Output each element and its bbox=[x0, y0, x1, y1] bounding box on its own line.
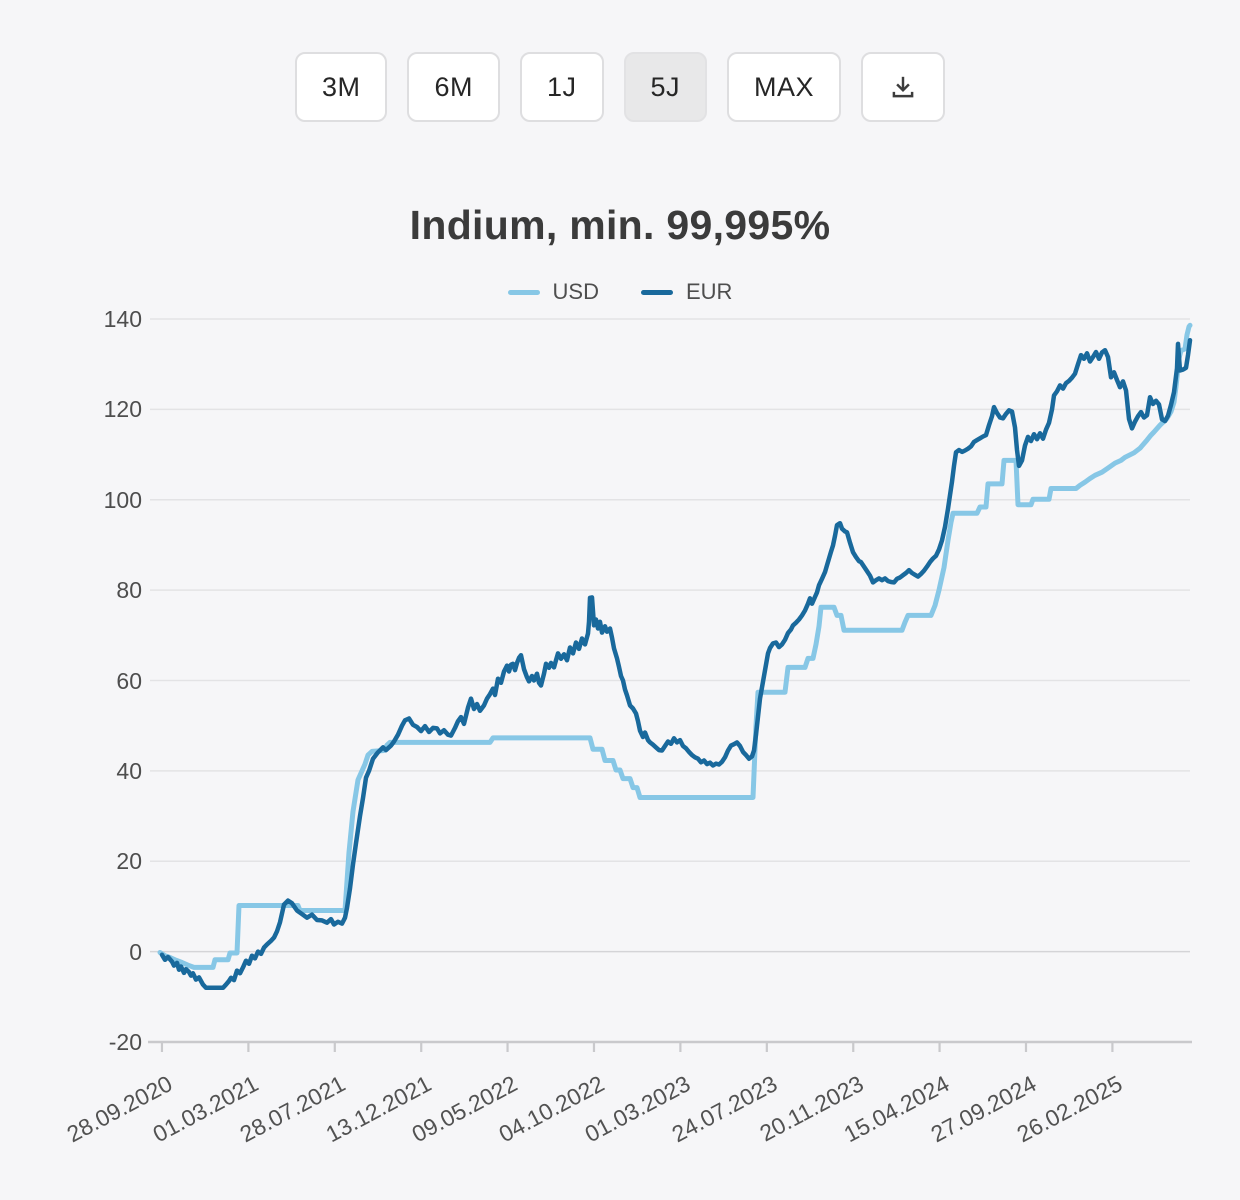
download-button[interactable] bbox=[861, 52, 946, 122]
range-button-3m[interactable]: 3M bbox=[294, 52, 388, 122]
y-axis-label: 20 bbox=[116, 848, 142, 875]
range-toolbar: 3M 6M 1J 5J MAX bbox=[0, 0, 1240, 122]
y-axis-label: 60 bbox=[116, 667, 142, 694]
y-axis-label: 40 bbox=[116, 757, 142, 784]
y-axis-label: 100 bbox=[103, 486, 142, 513]
legend-swatch-eur bbox=[641, 289, 673, 295]
eur-series-line bbox=[159, 337, 1193, 991]
usd-series-line bbox=[157, 322, 1193, 970]
chart-plot[interactable] bbox=[148, 318, 1193, 1054]
y-axis-label: 80 bbox=[116, 577, 142, 604]
legend-label: USD bbox=[552, 279, 599, 304]
range-button-max[interactable]: MAX bbox=[727, 52, 842, 122]
y-axis-label: 0 bbox=[129, 938, 142, 965]
download-icon bbox=[892, 76, 914, 98]
range-button-6m[interactable]: 6M bbox=[407, 52, 500, 122]
chart-legend: USD EUR bbox=[0, 279, 1240, 305]
y-axis-label: 120 bbox=[103, 396, 142, 423]
range-button-1j[interactable]: 1J bbox=[519, 52, 604, 122]
y-axis-label: -20 bbox=[108, 1029, 142, 1055]
chart-title: Indium, min. 99,995% bbox=[409, 202, 831, 248]
legend-item-eur[interactable]: EUR bbox=[641, 279, 732, 305]
y-axis-label: 140 bbox=[103, 306, 142, 332]
legend-label: EUR bbox=[686, 279, 733, 304]
chart-area: -20 0 20 40 60 80 100 120 140 28.09.2020 01.03.202… bbox=[0, 308, 1240, 1169]
legend-item-usd[interactable]: USD bbox=[507, 279, 599, 305]
legend-swatch-usd bbox=[507, 289, 540, 295]
range-button-5j[interactable]: 5J bbox=[623, 52, 708, 122]
